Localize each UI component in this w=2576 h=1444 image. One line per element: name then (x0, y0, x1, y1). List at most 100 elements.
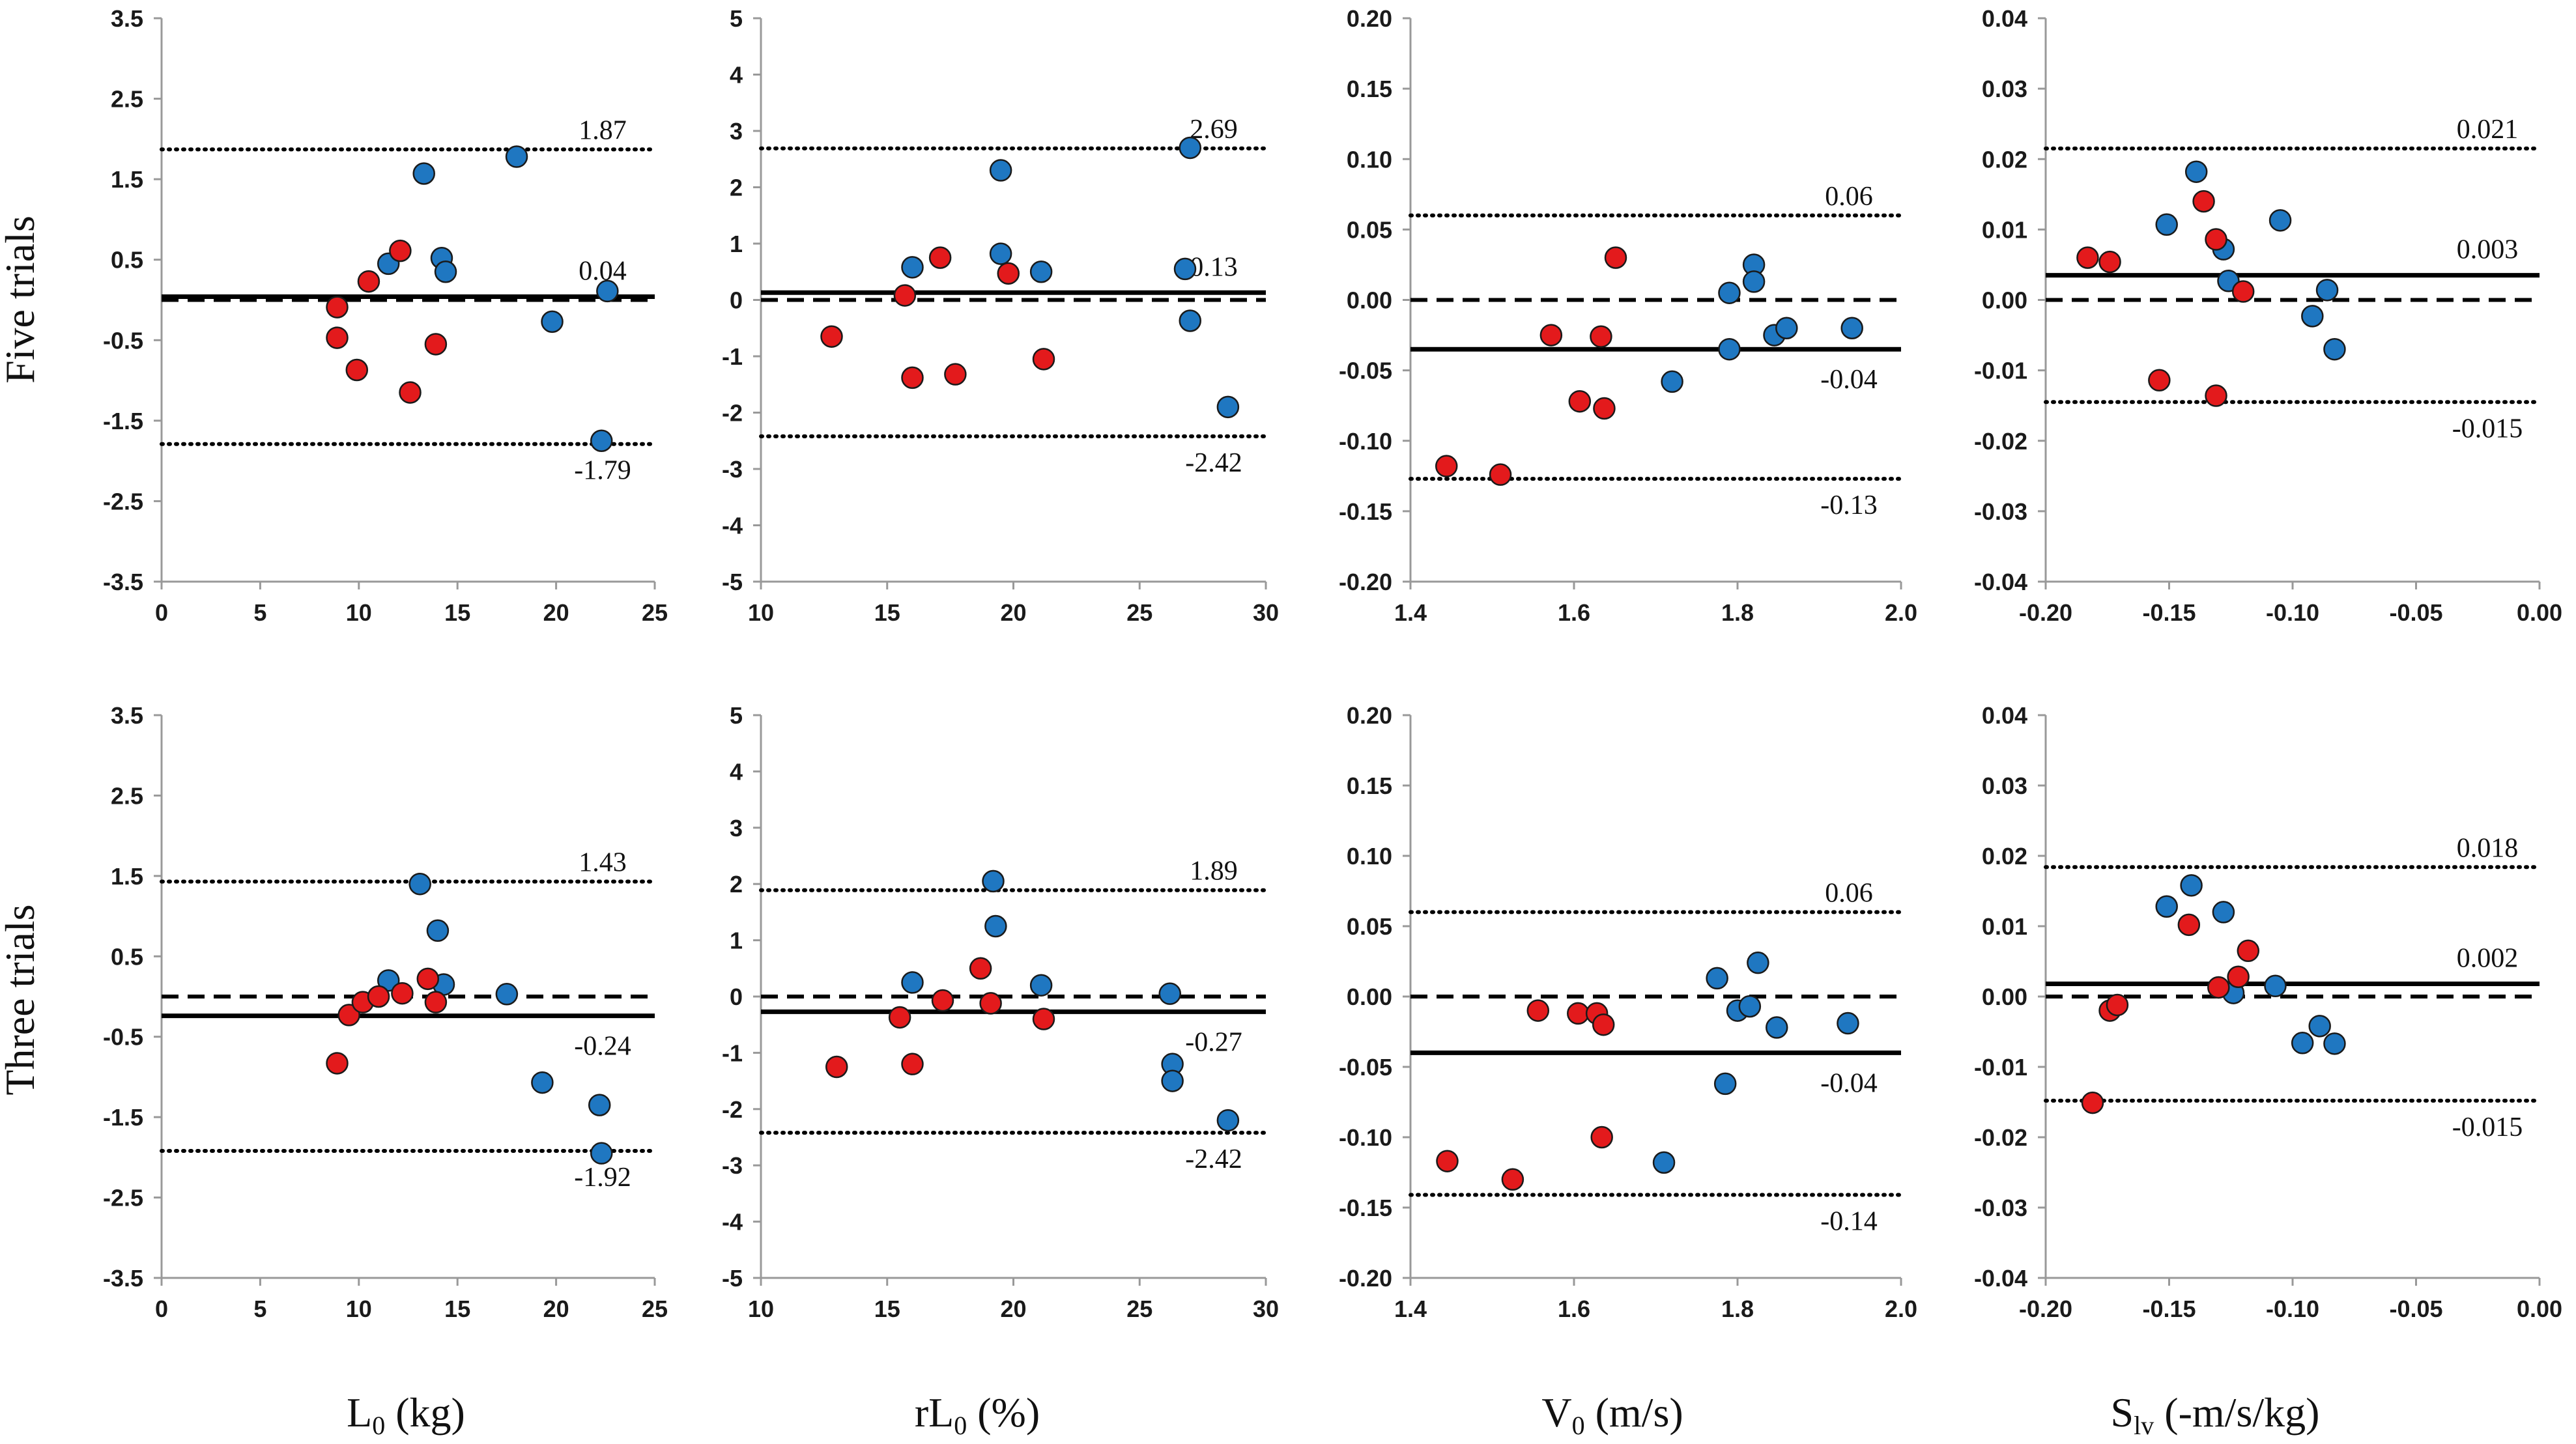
red-data-point (2177, 913, 2201, 937)
red-data-point (1526, 999, 1550, 1022)
y-tick-label: -2 (722, 1096, 743, 1123)
x-axis-title-slv: Slv (-m/s/kg) (2111, 1389, 2320, 1440)
x-title-suffix: (kg) (385, 1389, 465, 1436)
red-data-point (1567, 1002, 1590, 1025)
y-tick-label: 0.20 (1347, 702, 1392, 729)
red-data-point (2231, 280, 2255, 303)
x-title-prefix: rL (915, 1389, 954, 1436)
mean-bias-label: -0.24 (574, 1032, 631, 1062)
red-data-point (928, 246, 952, 269)
y-tick-label: -0.01 (1974, 1054, 2027, 1081)
blue-data-point (408, 872, 431, 896)
x-tick-label: 5 (253, 1295, 266, 1322)
y-tick-label: -0.02 (1974, 1124, 2027, 1151)
blue-data-point (377, 969, 400, 992)
red-data-point (1032, 348, 1055, 371)
row-label-three-trials: Three trials (0, 904, 43, 1095)
blue-data-point (989, 159, 1012, 182)
blue-data-point (1158, 982, 1181, 1005)
x-title-prefix: L (347, 1389, 372, 1436)
red-data-point (326, 296, 349, 319)
blue-data-point (989, 242, 1012, 265)
red-data-point (326, 326, 349, 349)
lower-limit-label: -2.42 (1185, 1144, 1242, 1174)
x-tick-label: -0.10 (2266, 599, 2319, 626)
lower-limit-label: -1.79 (574, 456, 631, 486)
x-title-subscript: 0 (372, 1411, 385, 1440)
x-tick-label: 1.8 (1721, 1295, 1754, 1322)
red-data-point (367, 985, 390, 1008)
x-tick-label: 20 (543, 1295, 569, 1322)
y-tick-label: 3 (730, 118, 743, 145)
blue-data-point (505, 145, 528, 168)
x-tick-label: 30 (1253, 1295, 1279, 1322)
x-tick-label: 0.00 (2517, 1295, 2562, 1322)
y-tick-label: 2.5 (111, 86, 143, 113)
red-data-point (337, 1004, 360, 1026)
x-tick-label: 0 (155, 1295, 168, 1322)
panel-1-2: 0.20 0.15 0.10 0.05 0.00 -0.05 -0.10 -0.15 -0.20… (1339, 702, 1917, 1322)
red-data-point (825, 1055, 848, 1079)
x-tick-label: 10 (346, 1295, 372, 1322)
blue-data-point (2308, 1015, 2331, 1038)
x-tick-label: 1.8 (1721, 599, 1754, 626)
blue-data-point (434, 261, 457, 283)
blue-data-point (426, 919, 450, 942)
blue-data-point (531, 1071, 554, 1094)
y-tick-label: 0.03 (1982, 772, 2027, 799)
blue-data-point (1775, 317, 1798, 339)
y-tick-label: 0.05 (1347, 216, 1392, 243)
red-data-point (893, 284, 917, 307)
y-tick-label: -3.5 (103, 569, 143, 595)
y-tick-label: -0.05 (1339, 358, 1392, 384)
blue-data-point (2264, 974, 2287, 998)
blue-data-point (590, 429, 613, 452)
x-tick-label: 20 (543, 599, 569, 626)
y-tick-label: 5 (730, 5, 743, 32)
upper-limit-label: 1.87 (579, 115, 627, 145)
blue-data-point (2323, 1032, 2346, 1055)
y-tick-label: 0.02 (1982, 843, 2027, 870)
y-tick-label: -2.5 (103, 1185, 143, 1211)
y-tick-label: -0.03 (1974, 498, 2027, 525)
y-tick-label: 0.10 (1347, 146, 1392, 173)
y-tick-label: -0.5 (103, 1024, 143, 1051)
y-tick-label: -1 (722, 1040, 743, 1066)
y-tick-label: -0.01 (1974, 358, 2027, 384)
y-tick-label: 3.5 (111, 702, 143, 729)
lower-limit-label: -0.13 (1820, 490, 1878, 520)
blue-data-point (1713, 1072, 1737, 1096)
x-tick-label: 30 (1253, 599, 1279, 626)
x-title-subscript: 0 (954, 1411, 967, 1440)
upper-limit-label: 0.018 (2457, 833, 2519, 863)
y-tick-label: -0.20 (1339, 1265, 1392, 1292)
blue-data-point (1029, 974, 1053, 997)
y-tick-label: -0.15 (1339, 1195, 1392, 1221)
blue-data-point (1706, 967, 1728, 990)
x-tick-label: 1.6 (1558, 599, 1590, 626)
blue-data-point (2291, 1032, 2314, 1055)
y-tick-label: 0.04 (1982, 702, 2027, 729)
red-data-point (1539, 324, 1563, 347)
blue-data-point (1840, 317, 1863, 339)
y-tick-label: 1 (730, 927, 743, 954)
panel-0-2: 0.20 0.15 0.10 0.05 0.00 -0.05 -0.10 -0.15 -0.20… (1339, 5, 1917, 626)
x-tick-label: 10 (748, 1295, 774, 1322)
red-data-point (416, 967, 440, 991)
blue-data-point (2180, 874, 2203, 897)
x-tick-label: 15 (444, 1295, 470, 1322)
y-tick-label: 1.5 (111, 166, 143, 193)
y-tick-label: 0.01 (1982, 216, 2027, 243)
x-tick-label: 15 (444, 599, 470, 626)
upper-limit-label: 2.69 (1190, 115, 1238, 145)
x-title-suffix: (m/s) (1585, 1389, 1683, 1436)
blue-data-point (1029, 261, 1053, 283)
y-tick-label: 1 (730, 231, 743, 257)
x-tick-label: -0.20 (2019, 599, 2072, 626)
y-tick-label: 0.02 (1982, 146, 2027, 173)
y-tick-label: 0.04 (1982, 5, 2027, 32)
lower-limit-label: -0.015 (2452, 414, 2523, 444)
